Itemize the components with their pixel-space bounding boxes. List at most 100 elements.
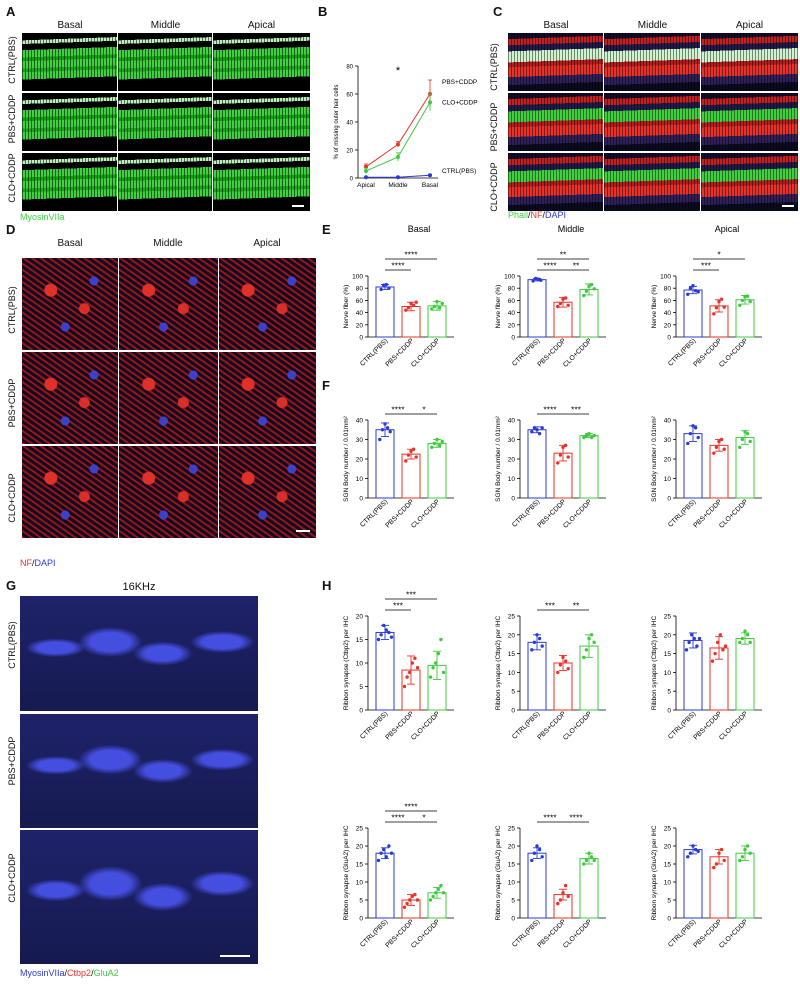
b-y-tick-label: 20 — [346, 149, 353, 155]
panel-c-tile-r2-c2 — [701, 153, 798, 211]
panel-h-ctbp2-chart-3: 0 5 10 15 20 25 Ribbon synapse (Ctbp2) per IHC… — [651, 614, 762, 742]
H-ctbp2-1-y-tick-label: 0 — [359, 708, 363, 715]
F-apical-point-1 — [714, 445, 719, 449]
panel-letter-c: C — [493, 4, 503, 19]
H-glua2-2-x-tick-label-2: CLO+CDDP — [562, 918, 594, 950]
E-middle-y-tick-label: 20 — [508, 322, 516, 329]
panel-a-scale-bar — [292, 205, 304, 207]
F-basal-bracket-label-1: * — [422, 405, 426, 415]
H-ctbp2-3-point-2 — [745, 633, 750, 637]
H-glua2-3-point-1 — [712, 865, 716, 870]
E-basal-bracket-label-0: **** — [391, 261, 405, 271]
panel-a-tile-r2-c1 — [118, 153, 212, 211]
H-glua2-3-point-0 — [688, 851, 693, 855]
H-ctbp2-2-y-tick-label: 5 — [511, 689, 515, 696]
H-glua2-3-y-tick-label: 20 — [664, 844, 672, 851]
E-apical-point-1 — [712, 312, 716, 316]
panel-letter-e: E — [322, 222, 331, 237]
H-ctbp2-3-bar-2 — [735, 638, 755, 711]
E-middle-point-2 — [582, 293, 586, 298]
H-glua2-3-point-0 — [686, 855, 690, 859]
E-basal-bar-0 — [375, 286, 395, 338]
panel-letter-f: F — [322, 378, 330, 393]
panel-d-tile-r2-c2 — [219, 446, 316, 538]
F-basal-point-1 — [414, 455, 418, 459]
H-glua2-3-point-1 — [717, 851, 721, 855]
H-glua2-2-bar-0 — [527, 852, 547, 919]
F-middle-point-2 — [589, 435, 594, 440]
H-glua2-1-point-0 — [387, 844, 391, 848]
panel-a-col-middle: Middle — [150, 20, 181, 31]
b-y-axis-label: % of missing outer hair cells — [334, 85, 340, 160]
H-ctbp2-3-point-1 — [721, 648, 725, 652]
H-ctbp2-1-point-1 — [415, 666, 420, 670]
panel-g-row-pbs: PBS+CDDP — [7, 736, 17, 786]
F-middle-point-0 — [532, 426, 537, 430]
F-basal-y-tick-label: 0 — [359, 496, 363, 503]
panel-c-tile-r1-c2 — [701, 93, 798, 151]
panel-b-line-chart: 0 20 40 60 80 Apical Middle Basal % of missing o… — [334, 65, 478, 190]
H-ctbp2-3-y-tick-label: 15 — [664, 651, 672, 658]
panel-c-row-clo: CLO+CDDP — [489, 162, 499, 212]
H-glua2-3-point-1 — [722, 858, 726, 863]
panel-g-tile-r2 — [20, 830, 258, 964]
E-apical-y-tick-label: 0 — [667, 335, 671, 342]
H-glua2-1-y-tick-label: 15 — [356, 862, 364, 869]
F-middle-y-tick-label: 0 — [511, 496, 515, 503]
panel-c-tile-r2-c1 — [604, 153, 700, 211]
panel-a-tile-r1-c2 — [213, 93, 310, 151]
H-glua2-3-point-0 — [696, 849, 700, 854]
H-glua2-2-bracket-label-1: **** — [569, 813, 583, 823]
H-ctbp2-1-bracket-label-1: *** — [406, 590, 417, 600]
E-middle-point-1 — [556, 304, 560, 309]
E-middle-y-tick-label: 60 — [508, 298, 516, 305]
H-ctbp2-3-y-tick-label: 10 — [664, 670, 672, 677]
F-middle-point-1 — [556, 461, 560, 465]
H-glua2-1-point-1 — [415, 898, 420, 902]
E-middle-point-2 — [587, 284, 591, 289]
H-ctbp2-3-y-tick-label: 20 — [664, 632, 672, 639]
E-middle-point-1 — [566, 303, 570, 307]
F-basal-point-2 — [440, 439, 444, 444]
H-glua2-1-point-2 — [436, 887, 440, 891]
F-basal-point-2 — [430, 445, 434, 449]
H-ctbp2-1-point-2 — [439, 637, 443, 642]
F-middle-point-2 — [582, 435, 586, 440]
F-basal-point-1 — [404, 459, 408, 463]
H-ctbp2-3-point-1 — [710, 659, 715, 663]
E-middle-point-0 — [539, 278, 543, 282]
H-glua2-2-point-0 — [540, 855, 544, 859]
H-glua2-1-point-1 — [402, 905, 407, 909]
E-middle-title: Middle — [558, 224, 585, 234]
H-glua2-3-point-0 — [691, 844, 695, 848]
E-apical-x-tick-label-2: CLO+CDDP — [718, 337, 750, 369]
F-basal-y-axis-label: SGN Body number / 0.01mm² — [343, 415, 350, 501]
E-apical-point-0 — [693, 288, 698, 293]
E-middle-y-tick-label: 100 — [504, 274, 515, 281]
H-ctbp2-2-y-tick-label: 25 — [508, 614, 516, 621]
panel-h-glua2-chart-2: 0 5 10 15 20 25 Ribbon synapse (GluA2) per IHC… — [495, 813, 606, 950]
panel-d-tile-r0-c2 — [219, 258, 316, 350]
F-middle-point-0 — [535, 428, 539, 432]
F-apical-y-axis-label: SGN Body number / 0.01mm² — [651, 415, 658, 501]
F-basal-point-0 — [385, 426, 390, 430]
F-apical-point-0 — [688, 431, 693, 436]
panel-g-row-clo: CLO+CDDP — [7, 853, 17, 903]
F-basal-y-tick-label: 20 — [356, 457, 364, 464]
H-glua2-1-point-2 — [441, 891, 446, 895]
H-glua2-3-point-2 — [740, 855, 745, 859]
H-ctbp2-2-point-2 — [589, 633, 594, 637]
H-glua2-1-point-2 — [439, 883, 443, 888]
H-ctbp2-1-point-0 — [384, 628, 388, 632]
E-basal-bracket-label-1: **** — [404, 250, 418, 260]
F-middle-point-2 — [592, 433, 596, 438]
F-middle-bracket-label-0: **** — [543, 405, 557, 415]
E-basal-point-2 — [437, 306, 442, 310]
H-glua2-3-x-tick-label-2: CLO+CDDP — [718, 918, 750, 950]
H-ctbp2-3-point-2 — [740, 636, 745, 641]
H-glua2-3-point-2 — [748, 851, 752, 855]
E-basal-title: Basal — [408, 224, 431, 234]
